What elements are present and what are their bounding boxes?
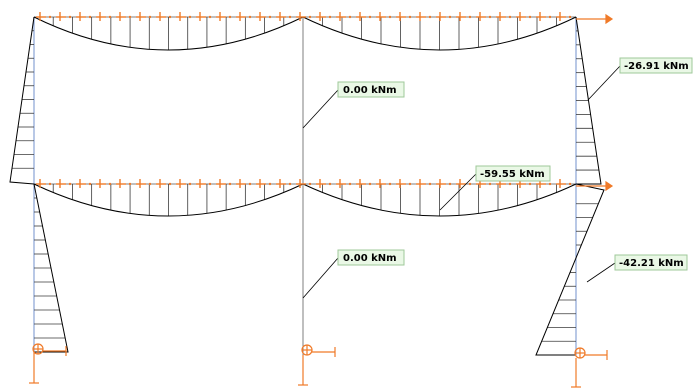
load-dot <box>68 15 72 19</box>
load-dot <box>348 15 352 19</box>
label-col-mid-top: 0.00 kNm <box>337 81 405 98</box>
load-dot <box>568 15 572 19</box>
load-dot <box>488 182 492 186</box>
leader-beam-right-lower <box>439 173 477 211</box>
load-dot <box>548 15 552 19</box>
load-dot <box>248 15 252 19</box>
load-dot <box>368 182 372 186</box>
load-dot <box>288 182 292 186</box>
label-col-right-top: -26.91 kNm <box>619 57 693 74</box>
load-dot <box>488 15 492 19</box>
support-right <box>571 347 608 388</box>
diagram-hatching <box>12 17 599 342</box>
load-dot <box>188 182 192 186</box>
load-dot <box>268 15 272 19</box>
load-dot <box>208 15 212 19</box>
load-dot <box>228 15 232 19</box>
load-dot <box>308 15 312 19</box>
label-col-right-bot: -42.21 kNm <box>614 254 688 271</box>
load-dot <box>68 182 72 186</box>
right-column-diagram-lower <box>535 183 605 356</box>
label-beam-right-lower-box <box>475 165 551 182</box>
load-dot <box>428 182 432 186</box>
outer-columns <box>33 17 577 355</box>
load-dot <box>508 182 512 186</box>
moment-diagram-outlines <box>9 16 605 356</box>
support-left <box>29 343 67 384</box>
leader-col-mid-bot <box>302 257 339 299</box>
load-dot <box>448 182 452 186</box>
mid-right-beam-curve <box>302 183 577 217</box>
top-right-beam-curve <box>302 16 577 51</box>
top-left-beam-curve <box>33 16 304 51</box>
label-leaders <box>302 65 621 299</box>
load-dot <box>88 15 92 19</box>
load-dot <box>328 15 332 19</box>
load-dot <box>528 182 532 186</box>
load-dot <box>468 15 472 19</box>
left-column-diagram-lower <box>33 183 69 353</box>
load-dot <box>388 182 392 186</box>
load-dot <box>268 182 272 186</box>
load-dot <box>228 182 232 186</box>
load-dot <box>148 182 152 186</box>
leader-col-right-bot <box>586 262 616 283</box>
load-dot <box>568 182 572 186</box>
label-col-mid-top-text: 0.00 kNm <box>343 85 397 96</box>
label-col-mid-bot-box <box>337 249 405 266</box>
label-col-right-top-box <box>619 57 693 74</box>
label-col-right-bot-text: -42.21 kNm <box>619 258 684 269</box>
load-dot <box>308 182 312 186</box>
load-dot <box>168 182 172 186</box>
top-end-arrow-head <box>605 13 614 25</box>
load-dot <box>48 15 52 19</box>
frame-members <box>34 16 576 355</box>
load-dot <box>188 15 192 19</box>
beam-end-load-arrows <box>576 13 614 192</box>
load-dot <box>428 15 432 19</box>
load-dot <box>248 182 252 186</box>
right-column-diagram-upper <box>575 16 602 185</box>
load-dot <box>348 182 352 186</box>
load-dot <box>408 182 412 186</box>
load-dot <box>468 182 472 186</box>
load-dot <box>328 182 332 186</box>
distributed-loads <box>36 12 572 188</box>
load-dot <box>48 182 52 186</box>
left-column-diagram-upper <box>9 16 35 185</box>
load-dot <box>508 15 512 19</box>
support-middle <box>298 344 336 386</box>
load-dot <box>128 182 132 186</box>
load-dot <box>448 15 452 19</box>
mid-left-beam-curve <box>33 183 304 217</box>
leader-col-right-top <box>587 65 621 101</box>
load-dot <box>528 15 532 19</box>
load-dot <box>88 182 92 186</box>
load-dot <box>148 15 152 19</box>
leader-col-mid-top <box>302 89 339 129</box>
load-dot <box>288 15 292 19</box>
label-beam-right-lower: -59.55 kNm <box>475 165 551 182</box>
label-beam-right-lower-text: -59.55 kNm <box>480 169 545 180</box>
label-col-right-top-text: -26.91 kNm <box>624 61 689 72</box>
load-dot <box>208 182 212 186</box>
label-col-right-bot-box <box>614 254 688 271</box>
load-dot <box>388 15 392 19</box>
label-col-mid-bot-text: 0.00 kNm <box>343 253 397 264</box>
load-dot <box>368 15 372 19</box>
load-dot <box>108 15 112 19</box>
load-dot <box>168 15 172 19</box>
load-dot <box>408 15 412 19</box>
load-dot <box>128 15 132 19</box>
mid-end-arrow-head <box>605 180 614 192</box>
label-col-mid-top-box <box>337 81 405 98</box>
load-dot <box>108 182 112 186</box>
label-col-mid-bot: 0.00 kNm <box>337 249 405 266</box>
load-dot <box>548 182 552 186</box>
